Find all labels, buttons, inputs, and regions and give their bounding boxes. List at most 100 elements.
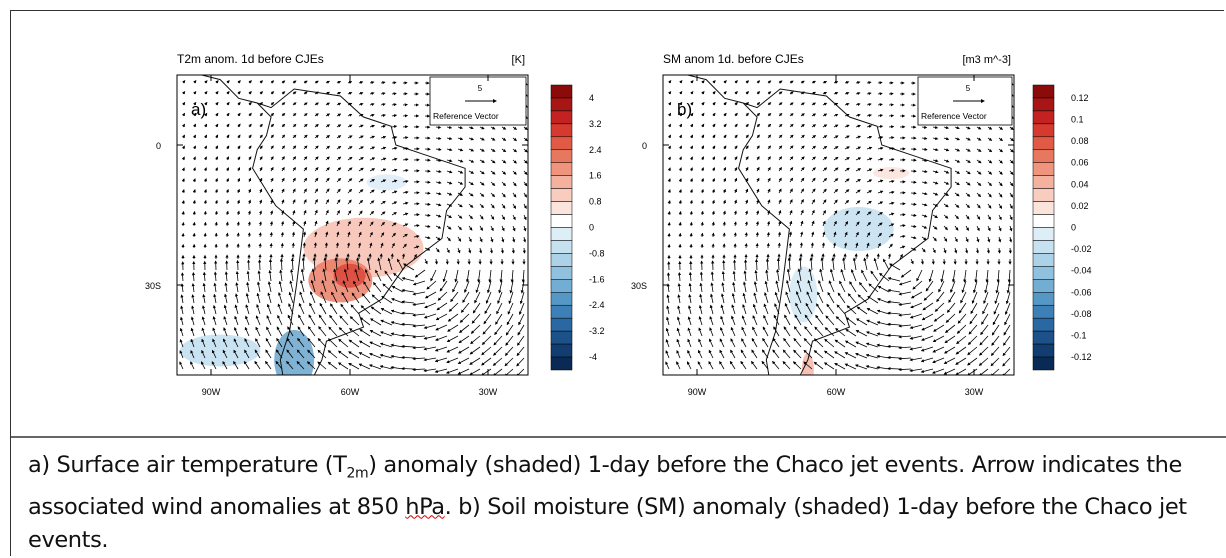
wind-arrow <box>204 80 208 84</box>
wind-arrow <box>435 169 442 174</box>
wind-arrow <box>336 199 341 205</box>
wind-arrow <box>290 257 295 271</box>
wind-arrow <box>359 317 371 326</box>
wind-arrow <box>414 269 426 278</box>
colorbar-label: -0.12 <box>1071 352 1092 362</box>
wind-arrow <box>336 145 342 150</box>
wind-arrow <box>471 313 481 324</box>
shading <box>333 263 366 288</box>
wind-arrow <box>477 269 481 283</box>
wind-arrow <box>391 146 398 150</box>
wind-arrow <box>426 280 437 290</box>
wind-arrow <box>236 232 240 238</box>
wind-arrow <box>354 268 360 282</box>
shading <box>873 167 910 180</box>
wind-arrow <box>369 352 382 359</box>
wind-arrow <box>281 177 285 183</box>
colorbar-box <box>1032 188 1055 202</box>
wind-arrow <box>413 234 420 239</box>
wind-arrow <box>287 314 294 326</box>
colorbar-box <box>550 149 573 163</box>
x-tick-label: 60W <box>827 387 846 397</box>
wind-arrow <box>468 203 474 208</box>
wind-arrow <box>379 342 393 348</box>
wind-arrow <box>323 257 327 271</box>
wind-arrow <box>278 280 283 293</box>
wind-arrow <box>479 126 485 130</box>
wind-arrow <box>193 101 197 106</box>
wind-arrow <box>460 302 470 313</box>
wind-arrow <box>464 280 470 293</box>
wind-arrow <box>266 326 272 337</box>
wind-arrow <box>279 258 284 271</box>
wind-arrow <box>226 112 230 117</box>
wind-arrow <box>270 199 274 205</box>
wind-arrow <box>268 258 273 271</box>
wind-arrow <box>402 223 409 227</box>
wind-arrow <box>446 346 459 353</box>
wind-arrow <box>314 134 319 139</box>
wind-arrow <box>292 188 296 194</box>
wind-arrow <box>258 232 262 238</box>
wind-arrow <box>237 156 241 161</box>
wind-arrow <box>369 200 375 205</box>
wind-arrow <box>358 340 371 348</box>
wind-arrow <box>482 324 492 335</box>
wind-arrow <box>325 167 330 172</box>
wind-arrow <box>225 232 229 238</box>
wind-arrow <box>190 338 195 348</box>
wind-arrow <box>247 259 251 271</box>
wind-arrow <box>468 126 474 130</box>
wind-arrow <box>391 179 398 183</box>
wind-arrow <box>327 350 338 359</box>
wind-arrow <box>435 203 442 207</box>
wind-arrow <box>297 326 305 337</box>
wind-arrow <box>380 124 387 128</box>
wind-arrow <box>435 192 442 196</box>
wind-arrow <box>347 91 353 95</box>
wind-arrow <box>201 338 206 348</box>
wind-arrow <box>380 190 387 194</box>
wind-arrow <box>347 188 353 194</box>
wind-arrow <box>667 221 671 227</box>
wind-arrow <box>358 102 364 106</box>
wind-arrow <box>336 91 342 95</box>
wind-arrow <box>256 303 261 315</box>
colorbar-box <box>1032 84 1055 99</box>
colorbar-box <box>1032 240 1055 254</box>
wind-arrow <box>381 295 393 304</box>
wind-arrow <box>457 357 470 364</box>
wind-arrow <box>226 80 230 84</box>
wind-arrow <box>226 145 230 150</box>
wind-arrow <box>190 349 195 359</box>
wind-arrow <box>270 156 274 161</box>
wind-arrow <box>288 291 294 304</box>
wind-arrow <box>246 270 250 282</box>
wind-arrow <box>192 210 196 216</box>
wind-arrow <box>336 156 342 161</box>
wind-arrow <box>300 279 305 293</box>
colorbar-box <box>1032 227 1055 241</box>
wind-arrow <box>391 232 396 238</box>
wind-arrow <box>777 242 781 249</box>
wind-arrow <box>457 181 464 185</box>
wind-arrow <box>488 269 492 283</box>
wind-arrow <box>347 135 353 139</box>
wind-arrow <box>281 102 286 106</box>
wind-arrow <box>334 257 338 271</box>
wind-arrow <box>222 349 228 359</box>
wind-arrow <box>259 188 263 194</box>
wind-arrow <box>269 231 273 238</box>
wind-arrow <box>458 324 470 333</box>
wind-arrow <box>501 225 505 232</box>
wind-arrow <box>181 189 185 194</box>
x-tick-label: 90W <box>688 387 707 397</box>
wind-arrow <box>336 210 340 216</box>
wind-arrow <box>341 291 349 304</box>
wind-arrow <box>391 190 398 194</box>
wind-arrow <box>423 368 437 373</box>
reference-value: 5 <box>966 84 971 93</box>
wind-arrow <box>358 231 362 238</box>
wind-arrow <box>509 280 514 294</box>
wind-arrow <box>390 321 404 326</box>
